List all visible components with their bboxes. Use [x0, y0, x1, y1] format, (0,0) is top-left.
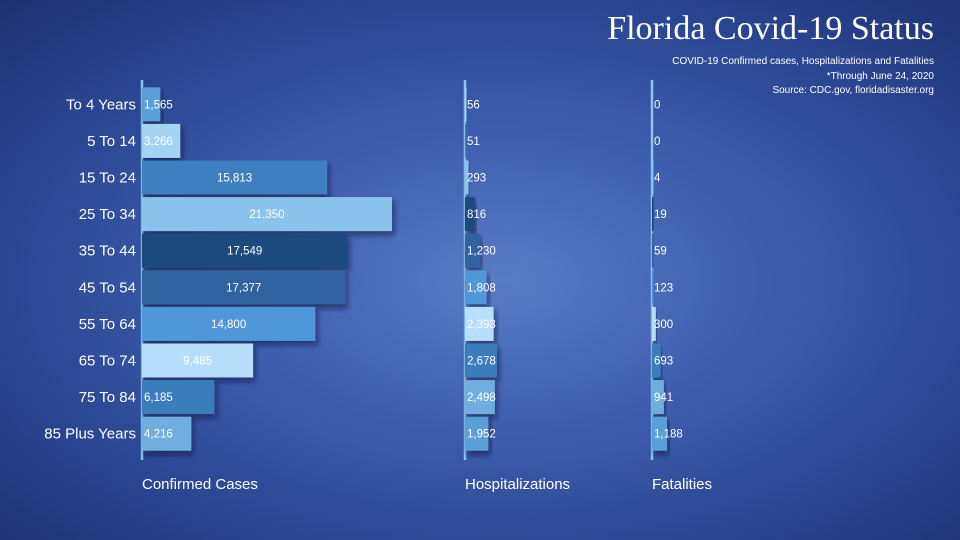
fatalities-bar-45-to-54	[652, 270, 654, 305]
confirmed-cases-value-label-25-to-34: 21,350	[249, 209, 284, 221]
fatalities-axis-title: Fatalities	[652, 476, 713, 493]
hospitalizations-axis-title: Hospitalizations	[465, 476, 571, 493]
confirmed-cases-bar-85-plus-years	[142, 416, 192, 451]
fatalities-value-label-25-to-34: 19	[654, 209, 667, 221]
hospitalizations-bar-25-to-34	[465, 197, 475, 232]
hospitalizations-bar-35-to-44	[465, 233, 480, 268]
confirmed-cases-bar-15-to-24	[142, 160, 328, 195]
confirmed-cases-value-label-to-4-years: 1,565	[144, 99, 173, 111]
chart-subtitle: COVID-19 Confirmed cases, Hospitalizatio…	[672, 56, 934, 67]
confirmed-cases-value-label-65-to-74: 9,485	[183, 356, 212, 368]
fatalities-bar-15-to-24	[652, 160, 654, 195]
confirmed-cases-value-label-15-to-24: 15,813	[217, 173, 252, 185]
hospitalizations-value-label-65-to-74: 2,678	[467, 356, 496, 368]
hospitalizations-value-label-45-to-54: 1,808	[467, 282, 496, 294]
hospitalizations-bar-to-4-years	[465, 87, 467, 122]
confirmed-cases-bar-35-to-44	[142, 233, 348, 268]
hospitalizations-bar-45-to-54	[465, 270, 487, 305]
date-note: *Through June 24, 2020	[826, 71, 934, 82]
source-note: Source: CDC.gov, floridadisaster.org	[772, 85, 934, 96]
hospitalizations-bar-15-to-24	[465, 160, 469, 195]
category-label-85-plus-years: 85 Plus Years	[44, 426, 136, 443]
hospitalizations-value-label-35-to-44: 1,230	[467, 246, 496, 258]
confirmed-cases-bar-75-to-84	[142, 380, 215, 415]
category-label-65-to-74: 65 To 74	[79, 353, 136, 370]
hospitalizations-value-label-75-to-84: 2,498	[467, 392, 496, 404]
fatalities-bar-25-to-34	[652, 197, 654, 232]
fatalities-value-label-75-to-84: 941	[654, 392, 673, 404]
hospitalizations-value-label-to-4-years: 56	[467, 99, 480, 111]
confirmed-cases-value-label-85-plus-years: 4,216	[144, 429, 173, 441]
confirmed-cases-bar-to-4-years	[142, 87, 161, 122]
hospitalizations-value-label-15-to-24: 293	[467, 173, 486, 185]
confirmed-cases-value-label-45-to-54: 17,377	[226, 282, 261, 294]
confirmed-cases-bar-5-to-14	[142, 123, 181, 158]
category-label-15-to-24: 15 To 24	[79, 170, 136, 187]
confirmed-cases-value-label-55-to-64: 14,800	[211, 319, 246, 331]
hospitalizations-value-label-5-to-14: 51	[467, 136, 480, 148]
hospitalizations-bar-65-to-74	[465, 343, 497, 378]
confirmed-cases-bar-65-to-74	[142, 343, 254, 378]
hospitalizations-bar-75-to-84	[465, 380, 495, 415]
fatalities-value-label-55-to-64: 300	[654, 319, 673, 331]
confirmed-cases-bar-55-to-64	[142, 306, 316, 341]
fatalities-value-label-5-to-14: 0	[654, 136, 660, 148]
hospitalizations-value-label-25-to-34: 816	[467, 209, 486, 221]
fatalities-bar-65-to-74	[652, 343, 661, 378]
confirmed-cases-value-label-75-to-84: 6,185	[144, 392, 173, 404]
hospitalizations-bar-55-to-64	[465, 306, 494, 341]
fatalities-bar-55-to-64	[652, 306, 656, 341]
chart-title: Florida Covid-19 Status	[607, 10, 934, 47]
category-label-to-4-years: To 4 Years	[66, 96, 136, 113]
confirmed-cases-value-label-5-to-14: 3,266	[144, 136, 173, 148]
fatalities-value-label-45-to-54: 123	[654, 282, 673, 294]
hospitalizations-value-label-55-to-64: 2,393	[467, 319, 496, 331]
fatalities-value-label-to-4-years: 0	[654, 99, 660, 111]
hospitalizations-bar-5-to-14	[465, 123, 467, 158]
confirmed-cases-bar-25-to-34	[142, 197, 392, 232]
hospitalizations-bar-85-plus-years	[465, 416, 489, 451]
confirmed-cases-value-label-35-to-44: 17,549	[227, 246, 262, 258]
category-label-45-to-54: 45 To 54	[79, 279, 136, 296]
fatalities-value-label-85-plus-years: 1,188	[654, 429, 683, 441]
fatalities-bar-75-to-84	[652, 380, 664, 415]
category-label-25-to-34: 25 To 34	[79, 206, 136, 223]
fatalities-value-label-15-to-24: 4	[654, 173, 661, 185]
fatalities-value-label-65-to-74: 693	[654, 356, 673, 368]
confirmed-cases-bar-45-to-54	[142, 270, 346, 305]
fatalities-value-label-35-to-44: 59	[654, 246, 667, 258]
category-label-5-to-14: 5 To 14	[87, 133, 136, 150]
fatalities-bar-85-plus-years	[652, 416, 667, 451]
fatalities-bar-35-to-44	[652, 233, 654, 268]
category-label-35-to-44: 35 To 44	[79, 243, 136, 260]
category-label-75-to-84: 75 To 84	[79, 389, 136, 406]
confirmed-cases-axis-title: Confirmed Cases	[142, 476, 258, 493]
category-label-55-to-64: 55 To 64	[79, 316, 136, 333]
hospitalizations-value-label-85-plus-years: 1,952	[467, 429, 496, 441]
